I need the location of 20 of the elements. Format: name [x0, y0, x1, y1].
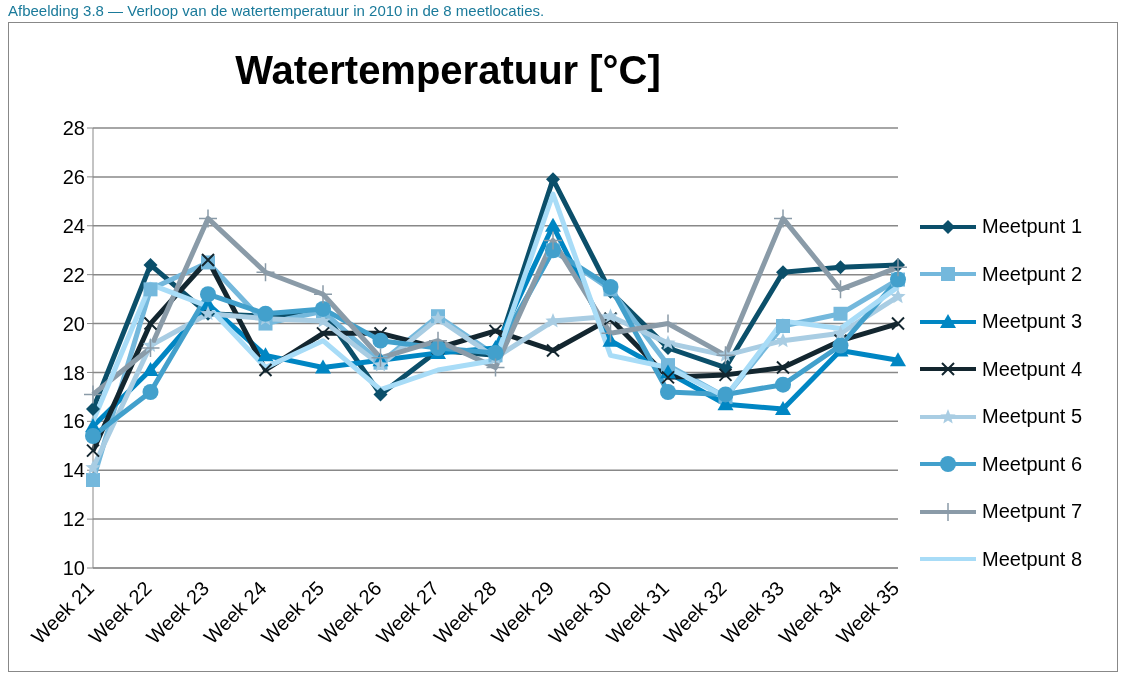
y-tick-label: 18	[62, 361, 85, 384]
legend-label: Meetpunt 3	[982, 310, 1083, 333]
text: Afbeelding 3.8 — Verloop van de watertemperatuur in 2010 in de 8 meetlocaties.	[8, 2, 545, 19]
y-tick-label: 24	[62, 214, 85, 237]
y-tick-label: 22	[62, 263, 85, 286]
legend-label: Meetpunt 2	[982, 262, 1083, 286]
y-tick-label: 20	[62, 312, 85, 335]
legend-label: Meetpunt 6	[982, 452, 1083, 476]
y-tick-label: 16	[62, 410, 85, 433]
y-tick-label: 12	[62, 508, 85, 531]
chart-title: Watertemperatuur [°C]	[234, 48, 662, 93]
legend-label: Meetpunt 8	[982, 547, 1083, 571]
legend-label: Meetpunt 1	[982, 215, 1083, 238]
legend-label: Meetpunt 5	[982, 405, 1083, 428]
y-tick-label: 26	[62, 165, 85, 188]
y-tick-label: 28	[62, 117, 85, 140]
y-tick-label: 14	[62, 459, 85, 482]
y-tick-label: 10	[62, 557, 85, 580]
legend-label: Meetpunt 4	[982, 357, 1083, 381]
legend-label: Meetpunt 7	[982, 500, 1083, 523]
